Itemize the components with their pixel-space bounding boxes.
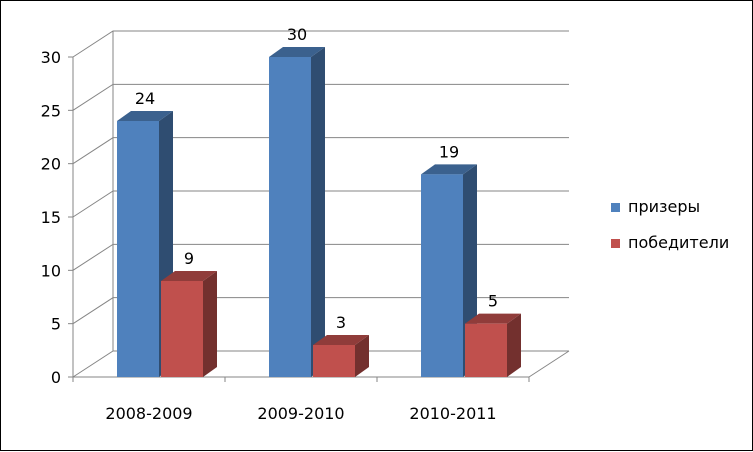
bar-top-pobediteli [313,335,369,345]
gridline [72,137,569,165]
bar-side-pobediteli [355,335,369,377]
y-tick-label: 10 [41,261,61,280]
data-label: 19 [439,142,459,161]
gridline [72,297,569,325]
data-label: 5 [488,292,498,311]
y-tick-label: 30 [41,48,61,67]
bar-top-prizery [117,111,173,121]
bar-pobediteli [161,281,203,377]
floor-right-edge [528,350,570,378]
gridline [72,83,569,111]
bar-top-prizery [269,47,325,57]
legend-label: победители [628,233,729,252]
legend-swatch [611,203,620,212]
bar-side-pobediteli [203,271,217,377]
data-label: 24 [135,89,155,108]
bar-pobediteli [313,345,355,377]
y-tick-label: 15 [41,208,61,227]
gridline [72,243,569,271]
bar-prizery [421,174,463,377]
gridline [72,350,569,378]
bar-side-prizery [311,47,325,377]
x-tick-label: 2009-2010 [257,404,344,423]
gridline [72,30,569,58]
data-label: 30 [287,25,307,44]
x-tick-label: 2008-2009 [105,404,192,423]
gridline [72,190,569,218]
bar-prizery [269,57,311,377]
x-tick-label: 2010-2011 [409,404,496,423]
bar-top-pobediteli [161,271,217,281]
bar-side-pobediteli [507,313,521,377]
y-tick-label: 25 [41,101,61,120]
y-tick-label: 0 [51,368,61,387]
legend-swatch [611,239,620,248]
bar-top-prizery [421,164,477,175]
legend-label: призеры [628,197,700,216]
bar-top-pobediteli [465,313,521,324]
data-label: 3 [336,313,346,332]
bar-pobediteli [465,323,507,377]
data-label: 9 [184,249,194,268]
y-tick-label: 20 [41,155,61,174]
bar-prizery [117,121,159,377]
y-tick-label: 5 [51,315,61,334]
